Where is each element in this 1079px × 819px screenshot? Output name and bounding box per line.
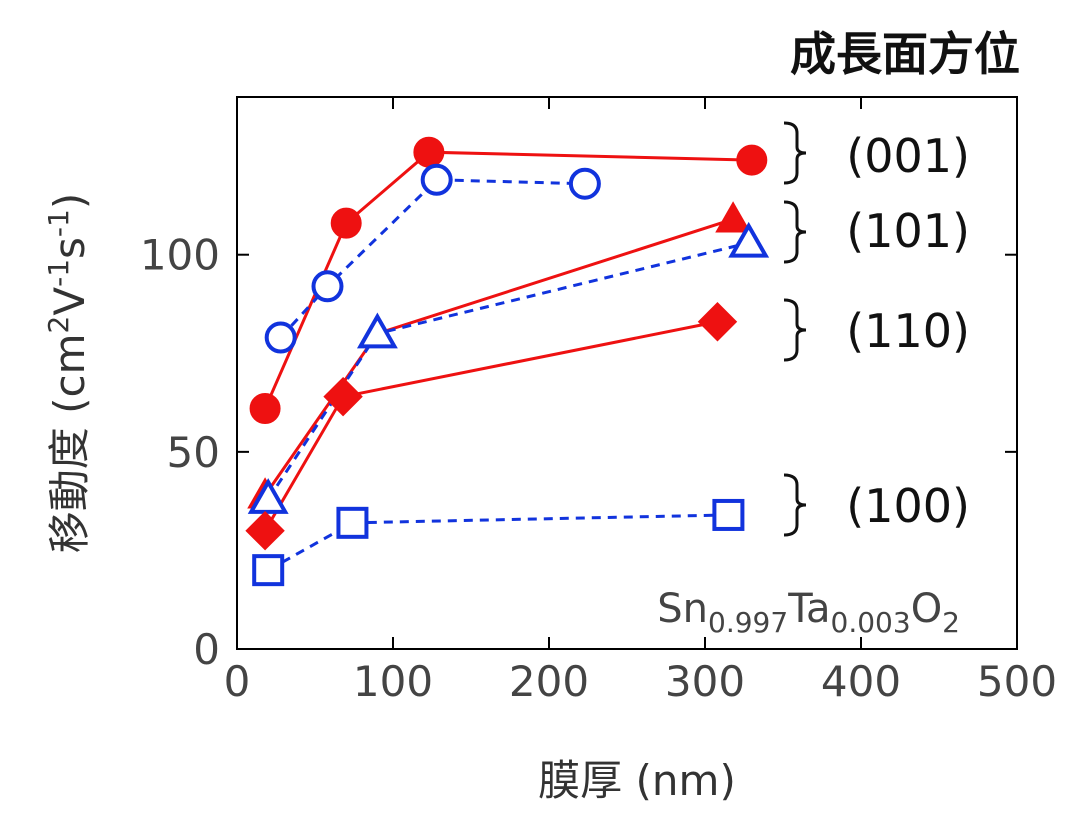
square-marker: [336, 506, 369, 539]
group-label: (001): [846, 129, 970, 183]
tick-labels: 0 100 200 300 400 500 0 50 100: [140, 231, 1057, 706]
group-label: (101): [846, 204, 970, 258]
x-tick-label: 100: [353, 657, 433, 706]
formula-sub-ta: 0.003: [831, 606, 911, 639]
series-line: [279, 178, 585, 339]
formula-base-ta: Ta: [787, 586, 830, 632]
group-labels: (001) (101) (110) (100): [846, 129, 970, 533]
x-tick-label: 400: [821, 657, 901, 706]
x-axis-title: 膜厚 (nm): [538, 756, 736, 805]
group-label: (110): [846, 304, 970, 358]
circle-marker: [330, 207, 362, 239]
y-title-sup1: 2: [42, 316, 75, 334]
group-bracket: [783, 200, 807, 264]
circle-marker: [413, 136, 445, 168]
triangle-marker: [356, 312, 398, 349]
circle-marker: [249, 392, 281, 424]
series-line: [263, 320, 718, 532]
formula-sub-sn: 0.997: [708, 606, 788, 639]
diamond-marker: [323, 376, 363, 417]
x-tick-label: 500: [977, 657, 1057, 706]
y-title-sup3: -1: [42, 209, 75, 237]
circle-marker: [736, 144, 768, 176]
y-title-main: 移動度 (cm: [45, 333, 94, 553]
group-label: (100): [846, 479, 970, 533]
y-title-end: ): [45, 193, 94, 209]
formula-annotation: Sn0.997Ta0.003O2: [657, 586, 960, 639]
triangle-marker: [247, 478, 289, 514]
y-axis-title: 移動度 (cm2V-1s-1): [42, 193, 94, 553]
formula-base-sn: Sn: [657, 586, 708, 632]
series-line: [263, 217, 734, 497]
y-tick-label: 50: [167, 428, 220, 477]
y-title-v: V: [45, 287, 94, 316]
series-line: [263, 150, 752, 410]
x-tick-label: 300: [665, 657, 745, 706]
group-bracket: [783, 298, 807, 362]
y-tick-label: 100: [140, 231, 220, 280]
x-tick-label: 0: [224, 657, 251, 706]
group-bracket: [783, 121, 807, 185]
axis-ticks: [236, 97, 1018, 650]
y-tick-label: 0: [193, 625, 220, 674]
series-markers: [245, 136, 770, 587]
y-title-s: s: [45, 237, 94, 259]
square-marker: [252, 554, 285, 587]
x-tick-label: 200: [509, 657, 589, 706]
formula-base-o: O: [911, 586, 942, 632]
square-marker: [712, 498, 745, 531]
group-bracket: [783, 473, 807, 537]
diamond-marker: [245, 511, 285, 551]
circle-marker: [264, 321, 297, 354]
circle-marker: [311, 270, 344, 303]
group-brackets: [783, 121, 807, 537]
diamond-marker: [697, 302, 738, 342]
circle-marker: [568, 167, 601, 200]
formula-sub-o: 2: [942, 606, 960, 639]
triangle-marker: [715, 201, 751, 233]
legend-title: 成長面方位: [790, 27, 1020, 81]
triangle-marker: [728, 221, 770, 258]
plot-frame: [236, 96, 1018, 650]
circle-marker: [420, 163, 453, 196]
y-title-sup2: -1: [42, 259, 75, 287]
